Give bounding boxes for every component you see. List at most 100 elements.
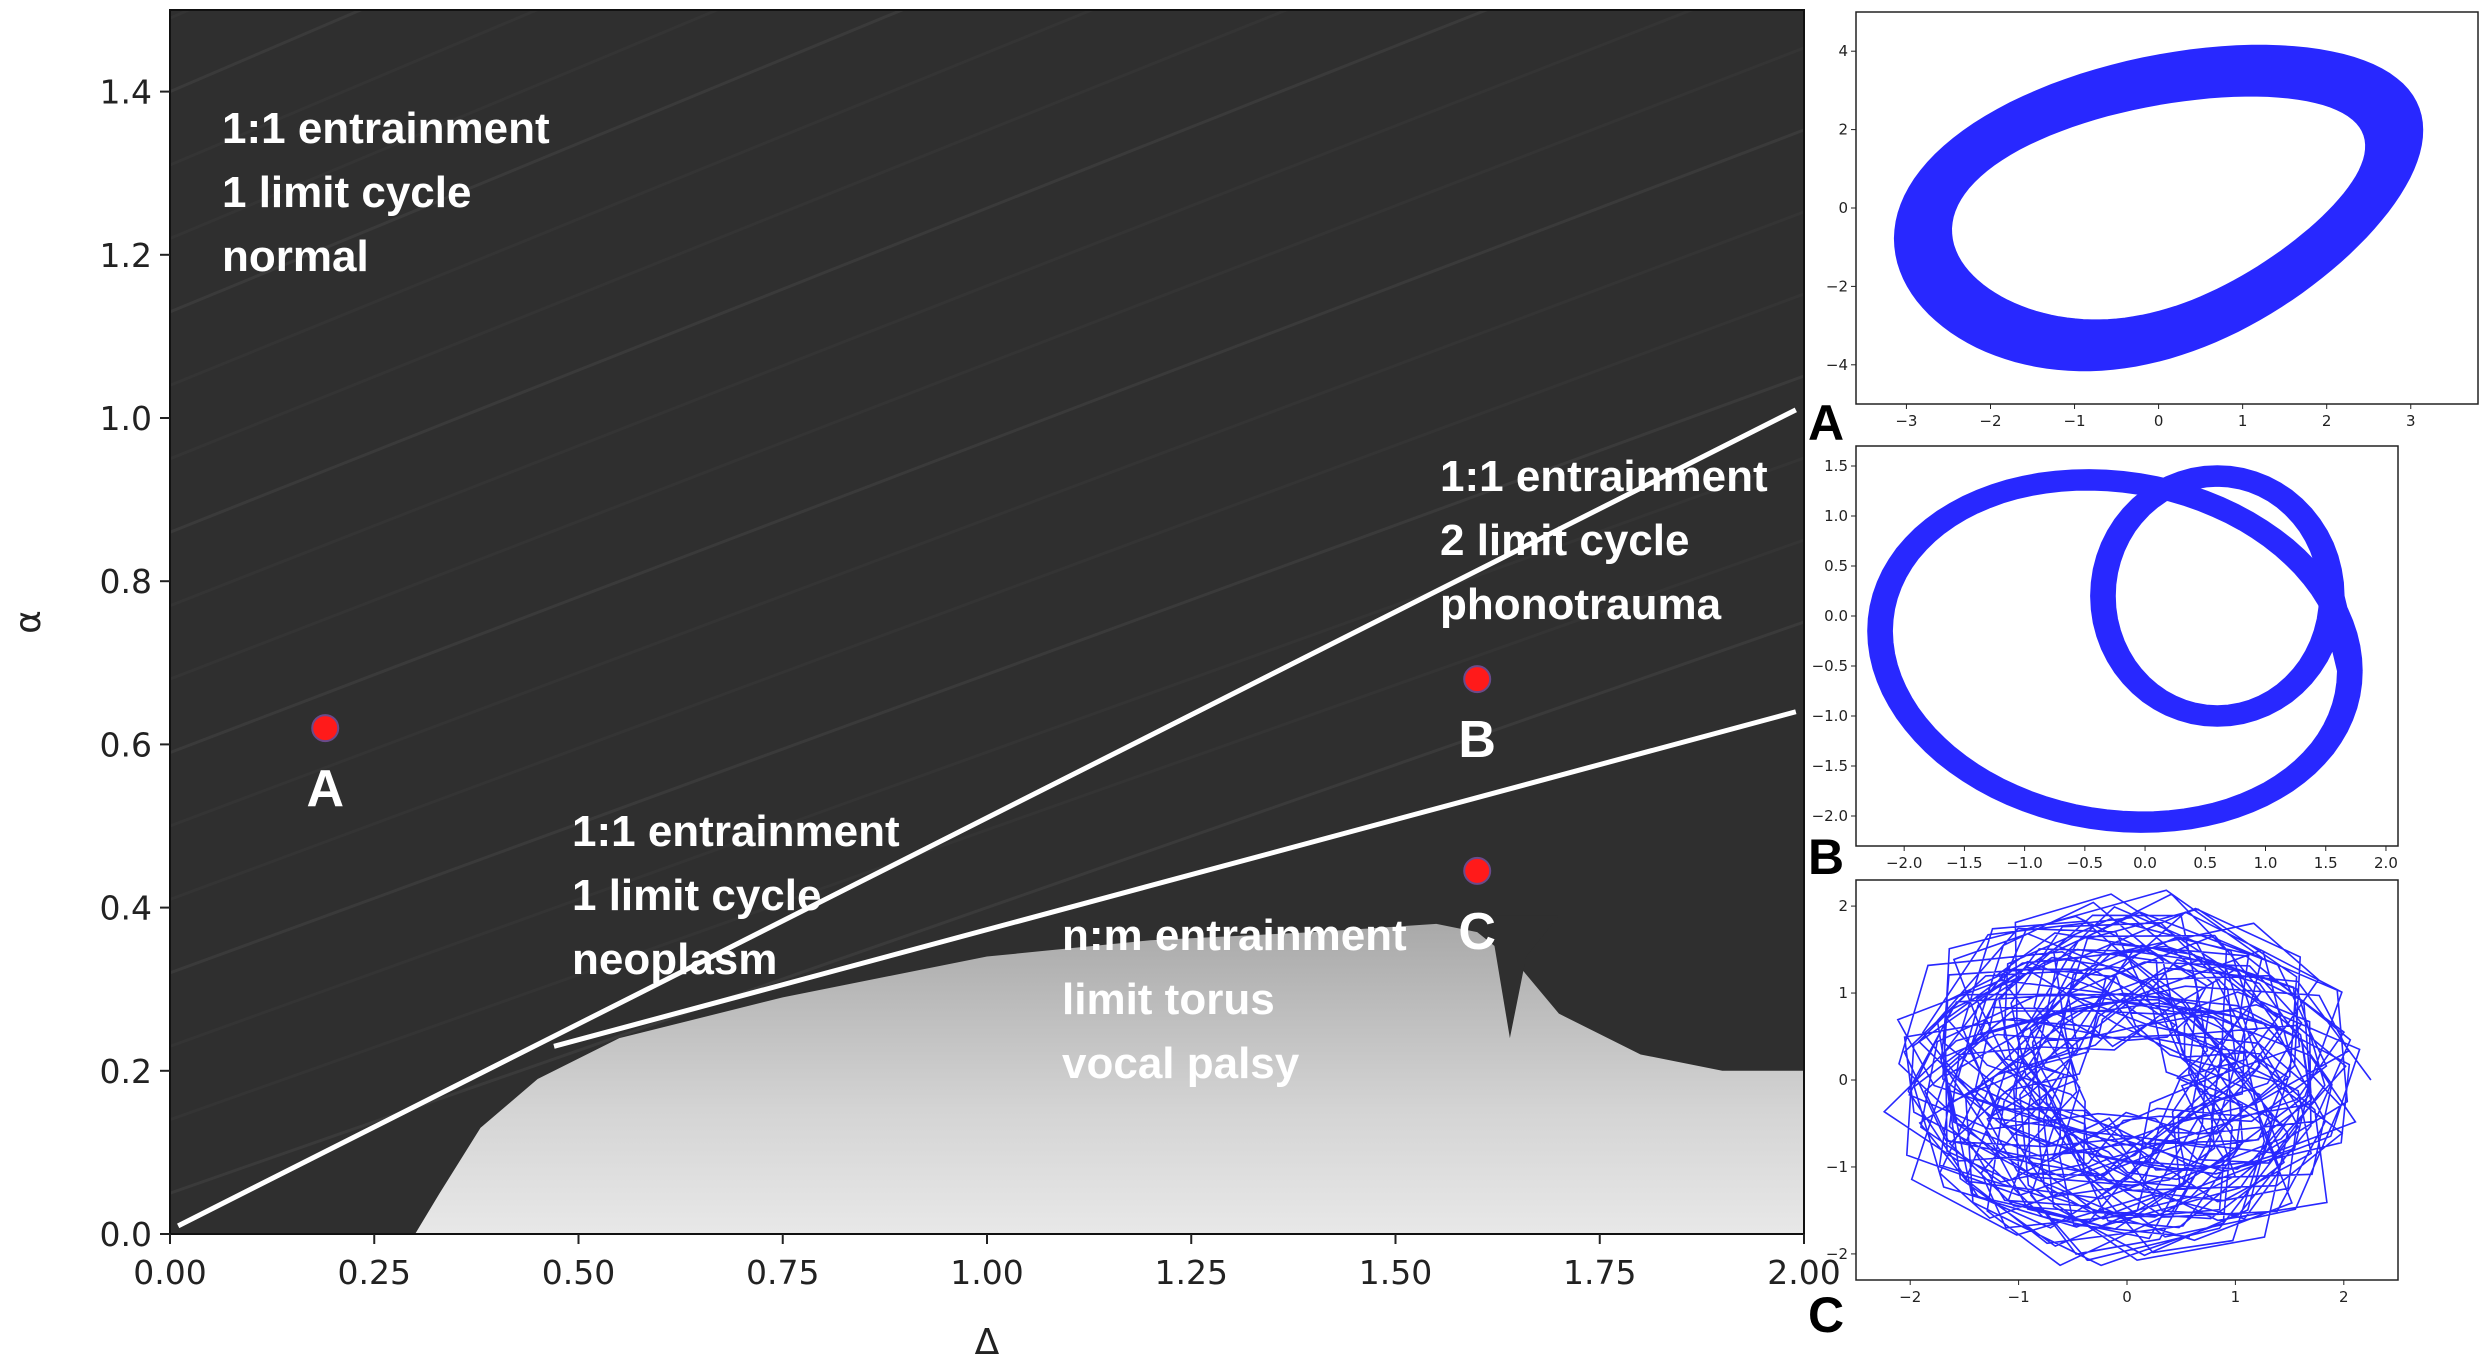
y-tick-label: 1.5 <box>1824 457 1848 475</box>
x-tick-label: 0 <box>2154 412 2164 430</box>
x-tick-label: −2 <box>1899 1288 1921 1306</box>
x-tick-label: 0.25 <box>338 1253 411 1292</box>
region-label-line: n:m entrainment <box>1062 911 1407 960</box>
x-tick-label: 1.00 <box>950 1253 1023 1292</box>
point-label-b: B <box>1458 711 1496 769</box>
region-label-line: normal <box>222 232 369 281</box>
x-tick-label: 2 <box>2322 412 2332 430</box>
phase-portrait-B: −2.0 −1.5 −1.0 −0.5 0.0 0.5 1.0 1.5 2.0 −2.0 −1.5 −… <box>1808 445 2399 885</box>
x-tick-label: 3 <box>2406 412 2416 430</box>
heatmap-streak <box>170 210 1804 828</box>
y-tick-label: 2 <box>1838 897 1848 915</box>
y-tick-label: −1.0 <box>1812 707 1848 725</box>
y-tick-label: −2 <box>1826 277 1848 295</box>
phase-trajectory <box>1882 889 2372 1267</box>
y-tick-label: −2 <box>1826 1245 1848 1263</box>
heatmap-streak <box>170 374 1804 975</box>
torus-region <box>415 923 1804 1234</box>
region-label-normal: 1:1 entrainment 1 limit cycle normal <box>222 104 550 281</box>
region-label-line: 1 limit cycle <box>572 871 821 920</box>
point-a <box>311 714 340 743</box>
x-tick-label: −2.0 <box>1886 854 1922 872</box>
boundary-line-upper <box>177 407 1797 1229</box>
region-label-line: neoplasm <box>572 935 777 984</box>
region-label-line: 1:1 entrainment <box>572 807 900 856</box>
heatmap-streak <box>170 538 1804 1122</box>
heatmap-streak <box>170 46 1804 681</box>
x-tick-label: 2 <box>2339 1288 2349 1306</box>
x-tick-label: 0 <box>2122 1288 2132 1306</box>
heatmap-streaks <box>170 10 1804 1195</box>
y-tick-label: −4 <box>1826 356 1848 374</box>
heatmap-streak <box>170 10 721 240</box>
y-tick-label: 0.0 <box>100 1215 152 1254</box>
y-tick-label: 0.5 <box>1824 557 1848 575</box>
x-tick-label: 0.5 <box>2193 854 2217 872</box>
y-tick-label: 0.0 <box>1824 607 1848 625</box>
point-c <box>1463 856 1492 885</box>
panel-frame <box>1855 445 2399 847</box>
boundary-line-lower <box>553 709 1797 1049</box>
x-tick-label: 1.0 <box>2254 854 2278 872</box>
x-tick-label: −1.5 <box>1946 854 1982 872</box>
region-label-line: limit torus <box>1062 975 1275 1024</box>
heatmap-streak <box>170 456 1804 1048</box>
region-label-line: vocal palsy <box>1062 1039 1300 1088</box>
x-tick-label: 0.0 <box>2133 854 2157 872</box>
y-tick-label: 0.8 <box>100 562 152 601</box>
x-tick-label: 1.75 <box>1563 1253 1636 1292</box>
y-tick-label: 1.0 <box>1824 507 1848 525</box>
y-tick-label: 1.0 <box>100 399 152 438</box>
y-axis-label: α <box>8 610 49 634</box>
y-tick-label: 0.2 <box>100 1052 152 1091</box>
heatmap-panel: A B C 0.00 0.25 0.50 0.75 1.00 1.25 1.50 1.75 2.00… <box>8 9 1841 1363</box>
phase-trajectory <box>1867 465 2363 833</box>
phase-trajectory <box>1893 44 2424 372</box>
marked-points: A B C <box>306 665 1496 961</box>
x-tick-label: −1 <box>2063 412 2085 430</box>
panel-letter-c: C <box>1808 1287 1844 1343</box>
y-tick-label: 0.4 <box>100 889 152 928</box>
x-axis-label: Δ <box>975 1322 1000 1363</box>
x-tick-label: 1.25 <box>1155 1253 1228 1292</box>
heatmap-notch <box>1489 915 1559 1039</box>
point-label-c: C <box>1458 903 1496 961</box>
y-tick-label: 0.6 <box>100 725 152 764</box>
region-label-line: 1:1 entrainment <box>222 104 550 153</box>
heatmap-streak <box>170 10 1291 461</box>
region-label-phonotrauma: 1:1 entrainment 2 limit cycle phonotraum… <box>1440 452 1768 629</box>
y-tick-label: −2.0 <box>1812 807 1848 825</box>
x-axis-ticks: 0.00 0.25 0.50 0.75 1.00 1.25 1.50 1.75 2.00 <box>133 1234 1841 1292</box>
phase-portrait-A: −3 −2 −1 0 1 2 3 −4 −2 0 2 4 A <box>1808 11 2479 451</box>
x-tick-label: −1.0 <box>2006 854 2042 872</box>
region-label-vocal-palsy: n:m entrainment limit torus vocal palsy <box>1062 911 1407 1088</box>
y-tick-label: −0.5 <box>1812 657 1848 675</box>
point-b <box>1463 665 1492 694</box>
y-tick-label: −1.5 <box>1812 757 1848 775</box>
region-label-line: 2 limit cycle <box>1440 516 1689 565</box>
heatmap-streak <box>170 10 541 167</box>
x-tick-label: −0.5 <box>2067 854 2103 872</box>
heatmap-streak <box>170 620 1804 1195</box>
heatmap-streak <box>170 292 1804 901</box>
x-tick-label: −3 <box>1895 412 1917 430</box>
region-label-line: phonotrauma <box>1440 580 1722 629</box>
region-label-neoplasm: 1:1 entrainment 1 limit cycle neoplasm <box>572 807 900 984</box>
y-tick-label: 1 <box>1838 984 1848 1002</box>
heatmap-streak <box>170 10 1491 534</box>
y-tick-label: 0 <box>1838 1071 1848 1089</box>
heatmap-streak <box>170 128 1804 754</box>
x-tick-label: 1 <box>2231 1288 2241 1306</box>
y-tick-label: 1.4 <box>100 73 152 112</box>
heatmap-streak <box>170 10 906 314</box>
phase-portrait-C: −2 −1 0 1 2 −2 −1 0 1 2 C <box>1808 879 2399 1343</box>
x-tick-label: −2 <box>1979 412 2001 430</box>
x-tick-label: 1.5 <box>2314 854 2338 872</box>
y-tick-label: 2 <box>1838 121 1848 139</box>
y-tick-label: 0 <box>1838 199 1848 217</box>
x-tick-label: 1 <box>2238 412 2248 430</box>
region-label-line: 1 limit cycle <box>222 168 471 217</box>
x-tick-label: 2.00 <box>1767 1253 1840 1292</box>
x-tick-label: 0.50 <box>542 1253 615 1292</box>
